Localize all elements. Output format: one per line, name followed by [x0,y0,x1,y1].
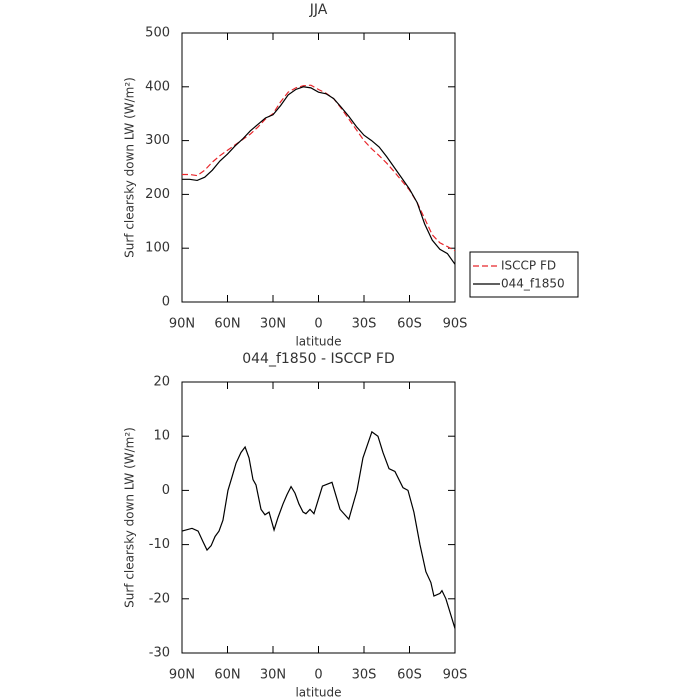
y-tick-label: -30 [149,646,170,661]
x-tick-label: 90S [443,668,468,683]
x-tick-label: 60N [214,668,240,683]
x-tick-label: 90N [169,668,195,683]
x-tick-label: 90N [169,317,195,332]
y-tick-label: 20 [153,375,170,390]
chart-title: 044_f1850 - ISCCP FD [242,351,395,367]
y-tick-label: -10 [149,537,170,552]
plot-frame [181,381,456,654]
x-tick-label: 0 [314,668,322,683]
y-tick-label: 0 [162,483,170,498]
x-tick-label: 90S [443,317,468,332]
y-tick-label: 300 [145,133,170,148]
y-tick-label: 200 [145,187,170,202]
x-tick-label: 30S [352,668,377,683]
x-tick-label: 0 [314,317,322,332]
y-tick-label: 0 [162,295,170,310]
y-tick-label: 500 [145,26,170,41]
x-tick-label: 30S [352,317,377,332]
data-line [182,84,456,252]
legend-label: 044_f1850 [501,277,565,291]
legend-label: ISCCP FD [501,259,556,273]
data-line [182,86,456,265]
y-tick-label: 400 [145,79,170,94]
x-tick-label: 60N [214,317,240,332]
x-axis-label: latitude [295,686,341,700]
x-tick-label: 30N [260,317,286,332]
y-axis-label: Surf clearsky down LW (W/m²) [123,427,137,608]
x-tick-label: 30N [260,668,286,683]
y-tick-label: 10 [153,429,170,444]
plot-frame [181,32,456,303]
y-axis-label: Surf clearsky down LW (W/m²) [123,77,137,258]
y-tick-label: 100 [145,241,170,256]
legend-box [469,251,579,298]
x-axis-label: latitude [295,335,341,349]
x-tick-label: 60S [397,317,422,332]
data-line [181,430,456,629]
y-tick-label: -20 [149,591,170,606]
x-tick-label: 60S [397,668,422,683]
chart-title: JJA [309,2,328,18]
